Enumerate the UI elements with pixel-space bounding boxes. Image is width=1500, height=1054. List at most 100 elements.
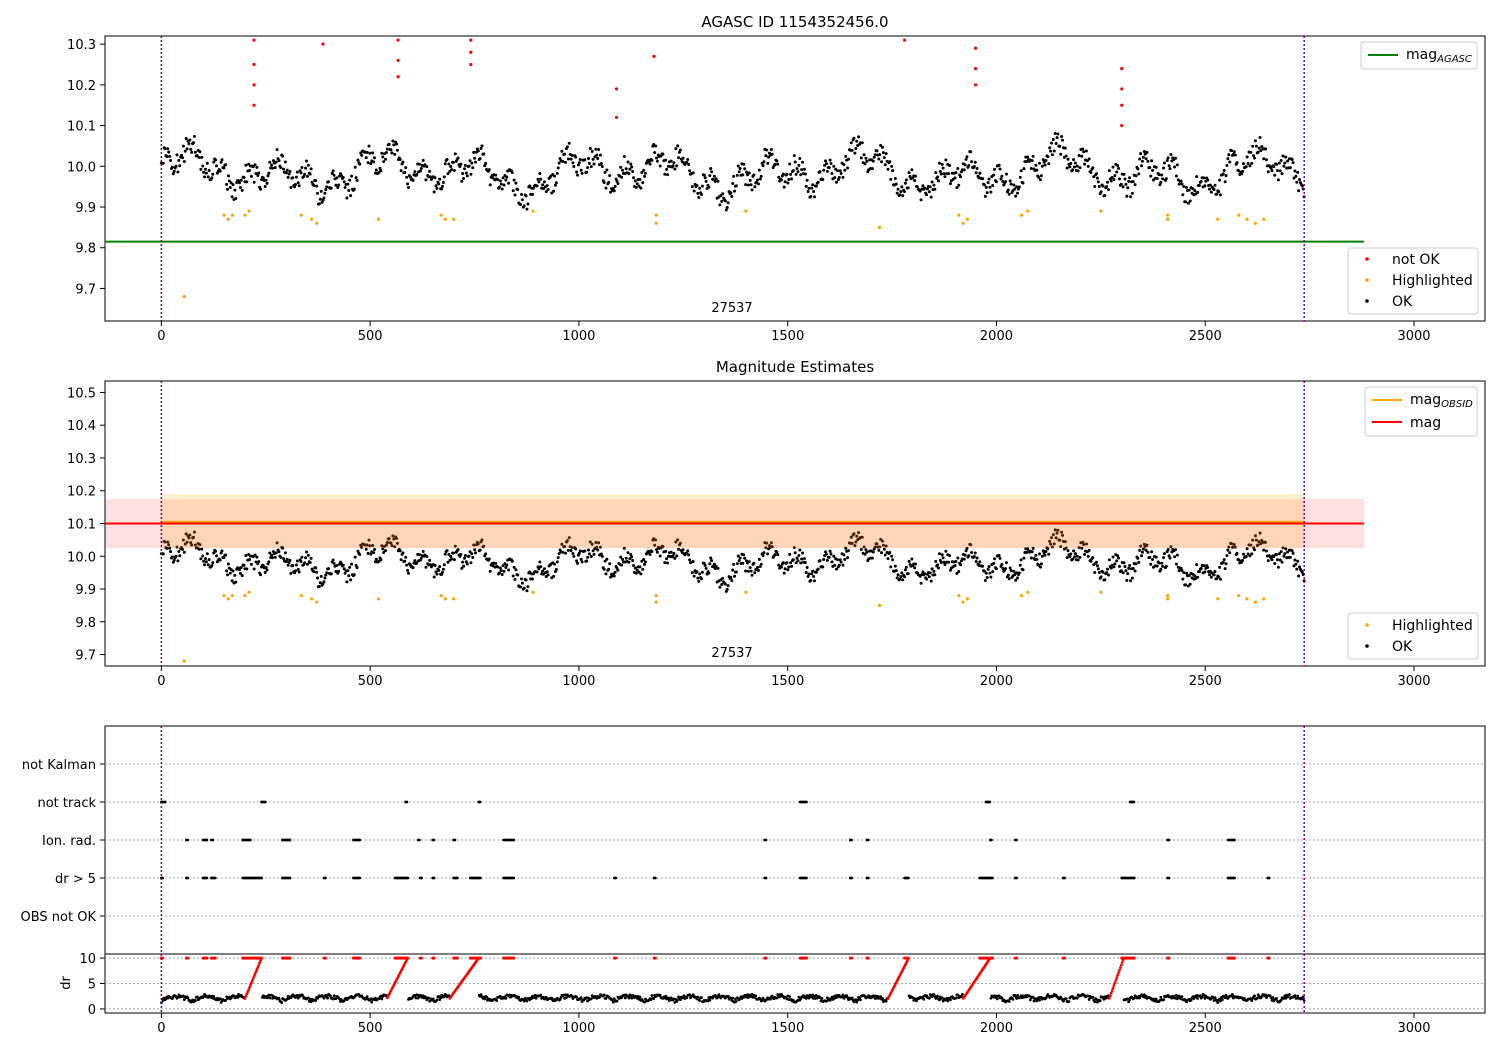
ok-point	[812, 190, 816, 194]
ok-point	[864, 548, 868, 552]
ok-point	[1004, 180, 1008, 184]
ok-point	[1221, 560, 1225, 564]
ok-point	[648, 162, 652, 166]
ok-point	[283, 551, 287, 555]
ok-point	[224, 163, 228, 167]
dr-point	[1200, 995, 1204, 999]
highlighted-point	[452, 217, 456, 221]
dr-point	[193, 999, 197, 1003]
ok-point	[837, 563, 841, 567]
dr-point	[1275, 997, 1278, 1000]
ok-point	[289, 186, 293, 190]
legend-ok: OK	[1392, 294, 1413, 310]
ok-point	[981, 177, 985, 181]
ok-point	[445, 157, 449, 161]
ok-point	[752, 561, 756, 565]
ok-point	[882, 156, 886, 160]
flag-label: OBS not OK	[21, 910, 97, 925]
ok-point	[308, 172, 312, 176]
ok-point	[669, 550, 673, 554]
ok-point	[526, 202, 530, 206]
ok-point	[596, 156, 600, 160]
ok-point	[504, 178, 508, 182]
ok-point	[204, 560, 208, 564]
ok-point	[1286, 159, 1290, 163]
ok-point	[685, 160, 689, 164]
ok-point	[393, 545, 397, 549]
ok-point	[688, 558, 692, 562]
magnitude-ytick-label: 10.3	[67, 452, 96, 467]
ok-point	[1254, 144, 1258, 148]
ok-point	[192, 134, 196, 138]
ok-point	[982, 183, 986, 187]
ok-point	[317, 584, 321, 588]
ok-point	[419, 556, 423, 560]
ok-point	[1184, 200, 1188, 204]
ok-point	[969, 543, 973, 547]
flag-mark	[405, 800, 409, 804]
dr-point	[611, 1000, 615, 1004]
ok-point	[421, 549, 425, 553]
ok-point	[835, 567, 839, 571]
highlighted-point	[226, 597, 230, 601]
ok-point	[1127, 566, 1131, 570]
ok-point	[1295, 567, 1299, 571]
ok-point	[240, 574, 244, 578]
ok-point	[1284, 547, 1288, 551]
dr-point	[1196, 997, 1199, 1000]
ok-point	[925, 193, 929, 197]
flag-mark	[653, 876, 657, 880]
ok-point	[855, 534, 859, 538]
ok-point	[875, 542, 879, 546]
ok-point	[1162, 556, 1166, 560]
ok-point	[709, 166, 713, 170]
ok-point	[735, 173, 739, 177]
ok-point	[170, 555, 174, 559]
ok-point	[846, 556, 850, 560]
ok-point	[1250, 161, 1254, 165]
ok-point	[1040, 554, 1044, 558]
ok-point	[744, 183, 748, 187]
ok-point	[585, 170, 589, 174]
ok-point	[1089, 170, 1093, 174]
ok-point	[1126, 572, 1130, 576]
flag-mark	[453, 838, 457, 842]
highlighted-point	[443, 597, 447, 601]
ok-point	[738, 166, 742, 170]
ok-point	[937, 552, 941, 556]
ok-point	[305, 562, 309, 566]
ok-point	[254, 171, 258, 175]
ok-point	[1009, 182, 1013, 186]
ok-point	[561, 550, 565, 554]
ok-point	[384, 157, 388, 161]
dr-not-ok-point	[804, 956, 808, 960]
ok-point	[1253, 534, 1257, 538]
ok-point	[401, 160, 405, 164]
magnitude-legend-bottom: Highlighted OK	[1347, 612, 1479, 660]
agasc-legend-top: magAGASC	[1360, 41, 1478, 70]
ok-point	[474, 551, 478, 555]
ok-point	[382, 160, 386, 164]
ok-point	[1025, 159, 1029, 163]
ok-point	[850, 541, 854, 545]
dr-point	[856, 998, 860, 1002]
agasc-ytick-label: 9.7	[75, 282, 96, 297]
dr-not-ok-point	[420, 956, 424, 960]
ok-point	[597, 541, 601, 545]
ok-point	[1000, 562, 1004, 566]
dr-not-ok-point	[1107, 996, 1111, 1000]
ok-point	[1291, 551, 1295, 555]
ok-point	[723, 582, 727, 586]
ok-point	[1181, 577, 1185, 581]
ok-point	[1168, 167, 1172, 171]
ok-point	[178, 164, 182, 168]
ok-point	[447, 162, 451, 166]
ok-point	[1018, 563, 1022, 567]
ok-point	[421, 158, 425, 162]
ok-point	[1182, 571, 1186, 575]
ok-point	[210, 176, 214, 180]
ok-point	[736, 164, 740, 168]
ok-point	[786, 568, 790, 572]
ok-point	[494, 561, 498, 565]
highlighted-point	[315, 221, 319, 225]
